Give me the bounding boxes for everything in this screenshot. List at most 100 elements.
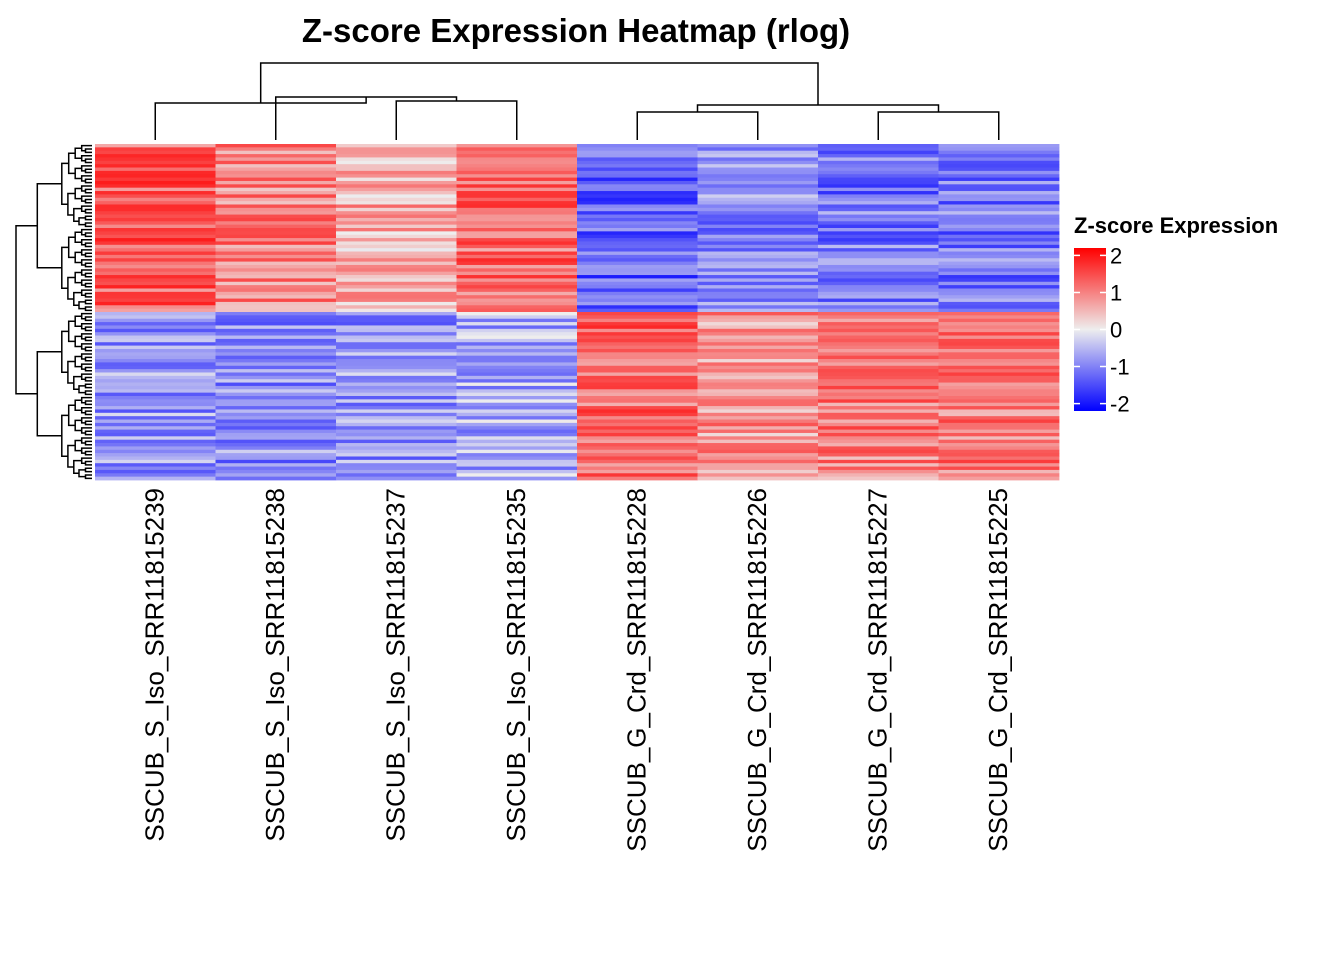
heatmap-cell [95,473,216,478]
dendrogram-link [696,104,940,112]
heatmap-cell [577,177,698,182]
heatmap-cell [938,466,1060,471]
heatmap-cell [336,298,457,303]
heatmap-cell [95,160,216,165]
heatmap-cell [938,154,1060,158]
heatmap-cell [938,429,1060,434]
heatmap-cell [938,345,1060,350]
heatmap-cell [697,305,819,310]
heatmap-cell [215,244,337,249]
heatmap-cell [938,469,1060,474]
heatmap-cell [456,466,578,471]
heatmap-cell [818,375,939,380]
heatmap-cell [938,248,1060,252]
heatmap-cell [938,412,1060,417]
heatmap-cell [697,204,819,209]
heatmap-cell [697,399,819,404]
heatmap-cell [215,429,337,434]
heatmap-cell [215,406,337,410]
heatmap-cell [456,422,578,427]
heatmap-cell [577,402,698,407]
heatmap-cell [577,436,698,441]
heatmap-cell [577,201,698,205]
heatmap-cell [697,271,819,276]
heatmap-cell [577,167,698,172]
heatmap-cell [577,328,698,333]
dendrogram-link [80,312,92,320]
dendrogram-link [259,62,819,105]
heatmap-cell [697,154,819,158]
heatmap-cell [818,241,939,246]
heatmap-cell [577,191,698,195]
heatmap-cell [938,436,1060,441]
heatmap-cell [577,325,698,330]
heatmap-cell [818,305,939,310]
heatmap-cell [336,228,457,232]
heatmap-cell [215,174,337,178]
heatmap-cell [456,315,578,320]
heatmap-cell [456,419,578,424]
dendrogram-link [80,343,92,350]
heatmap-cell [336,338,457,343]
dendrogram-link [74,439,82,452]
heatmap-cell [456,382,578,387]
heatmap-cell [95,180,216,185]
heatmap-cell [215,308,337,313]
heatmap-cell [938,325,1060,330]
column-dendrogram [154,62,1000,140]
heatmap-cell [577,469,698,474]
heatmap-cell [818,436,939,441]
dendrogram-link [84,168,92,174]
dendrogram-link [67,236,76,259]
heatmap-cell [336,191,457,195]
heatmap-cell [697,409,819,414]
heatmap-cell [336,214,457,219]
heatmap-cell [456,170,578,175]
heatmap-cell [938,228,1060,232]
heatmap-cell [215,197,337,202]
heatmap-cell [577,335,698,340]
heatmap-cell [456,409,578,414]
heatmap-cell [215,396,337,400]
heatmap-cell [577,352,698,357]
heatmap-cell [697,295,819,299]
heatmap-cell [95,318,216,323]
heatmap-cell [336,268,457,273]
heatmap-cell [215,288,337,293]
heatmap-cell [215,443,337,447]
heatmap-cell [336,184,457,189]
heatmap-cell [818,291,939,296]
heatmap-cell [938,295,1060,299]
heatmap-cell [697,456,819,461]
heatmap-cell [456,154,578,158]
dendrogram-link [80,289,92,296]
dendrogram-link [80,447,92,454]
heatmap-cell [95,476,216,481]
heatmap-cell [456,254,578,259]
heatmap-cell [215,315,337,320]
heatmap-cell [456,429,578,434]
heatmap-cell [215,322,337,326]
heatmap-cell [697,301,819,306]
heatmap-cell [456,147,578,152]
heatmap-cell [456,288,578,293]
heatmap-cell [336,382,457,387]
heatmap-cell [456,396,578,400]
heatmap-cell [215,382,337,387]
heatmap-cell [336,359,457,363]
dendrogram-link [80,185,92,192]
heatmap-cell [938,318,1060,323]
heatmap-cell [215,194,337,199]
heatmap-cell [577,258,698,262]
heatmap-cell [577,348,698,353]
heatmap-cell [336,375,457,380]
heatmap-cell [697,157,819,162]
heatmap-cell [697,466,819,471]
dendrogram-link [84,242,92,248]
heatmap-cell [938,338,1060,343]
heatmap-cell [818,288,939,293]
heatmap-cell [818,154,939,158]
heatmap-cell [215,446,337,451]
heatmap-cell [215,217,337,222]
heatmap-cell [456,271,578,276]
